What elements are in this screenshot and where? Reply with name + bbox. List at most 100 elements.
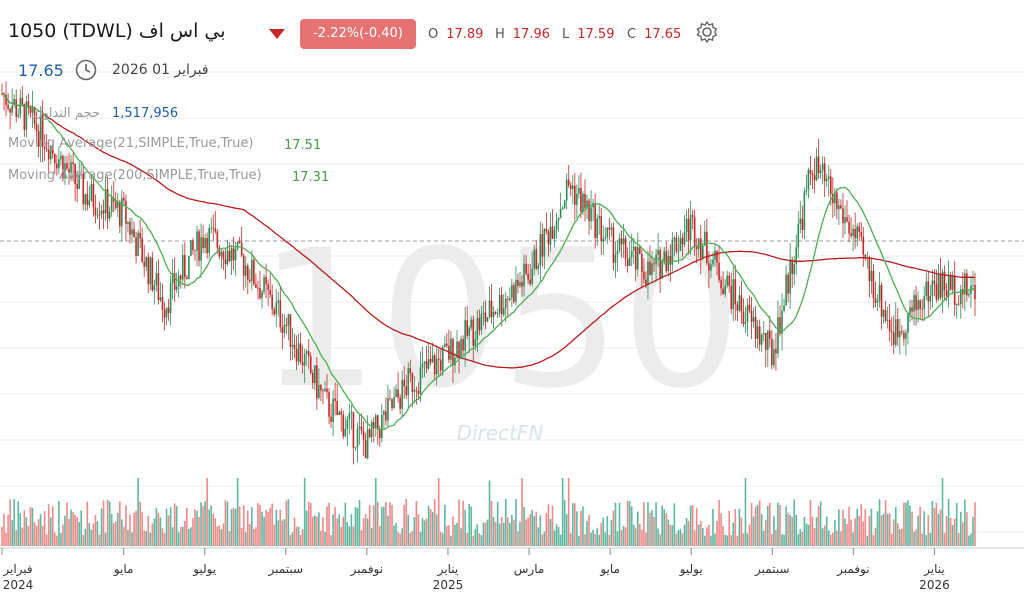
volume-bar xyxy=(342,516,345,546)
volume-bar xyxy=(68,518,70,546)
candle-body xyxy=(907,313,909,333)
volume-bar xyxy=(728,510,731,546)
volume-bar xyxy=(535,511,538,546)
candle-body xyxy=(318,384,320,399)
volume-bar xyxy=(354,506,357,546)
candle-body xyxy=(632,246,635,251)
volume-bar xyxy=(62,524,64,546)
gear-icon[interactable] xyxy=(695,20,719,44)
candle-body xyxy=(771,338,773,366)
candle-body xyxy=(838,205,840,210)
candle-body xyxy=(586,200,588,208)
candle-body xyxy=(829,176,832,195)
volume-bar xyxy=(805,523,808,546)
ohlc-high: H 17.96 xyxy=(495,27,550,42)
volume-bar xyxy=(318,512,320,546)
candle-body xyxy=(41,114,44,147)
candle-body xyxy=(894,319,897,345)
volume-bar xyxy=(149,532,152,546)
volume-bar xyxy=(232,507,235,546)
candle-body xyxy=(815,156,818,181)
candle-body xyxy=(348,413,351,420)
volume-bar xyxy=(888,513,891,546)
candle-body xyxy=(194,250,196,252)
volume-bar xyxy=(557,527,560,546)
volume-bar xyxy=(283,519,286,546)
candle-body xyxy=(600,216,603,242)
candle-body xyxy=(121,197,123,227)
candle-body xyxy=(783,305,785,311)
candle-body xyxy=(143,261,146,267)
candle-body xyxy=(291,344,294,347)
candle-body xyxy=(708,263,710,271)
volume-bar xyxy=(909,505,911,546)
candle-body xyxy=(533,249,536,269)
volume-bar xyxy=(84,528,87,546)
candle-body xyxy=(90,183,93,201)
down-triangle-icon[interactable] xyxy=(268,28,286,40)
candle-body xyxy=(131,229,133,235)
volume-bar xyxy=(795,514,798,546)
volume-bar xyxy=(628,501,631,546)
volume-bar xyxy=(645,532,647,546)
candle-body xyxy=(72,162,74,165)
candle-body xyxy=(322,390,324,392)
candle-body xyxy=(320,384,322,391)
volume-bar xyxy=(179,526,182,546)
candle-body xyxy=(51,145,54,154)
volume-bar xyxy=(413,517,416,546)
candle-body xyxy=(478,318,481,331)
volume-bar xyxy=(669,524,672,546)
volume-bar xyxy=(9,499,11,546)
candle-body xyxy=(389,398,391,399)
candle-body xyxy=(19,97,22,115)
candle-body xyxy=(171,273,174,283)
candle-body xyxy=(68,168,70,173)
volume-bar xyxy=(326,506,328,546)
candle-body xyxy=(817,156,820,174)
candle-body xyxy=(553,229,556,239)
volume-bar xyxy=(374,478,377,546)
candle-body xyxy=(285,324,288,326)
candle-body xyxy=(159,297,162,301)
clock-icon[interactable] xyxy=(74,58,98,82)
volume-bar xyxy=(281,520,284,546)
candle-body xyxy=(228,250,231,262)
candle-body xyxy=(671,239,674,265)
candle-body xyxy=(797,223,800,248)
volume-bar xyxy=(496,501,499,546)
volume-bar xyxy=(299,534,302,546)
candle-body xyxy=(574,185,576,205)
volume-bar xyxy=(683,524,686,546)
candle-body xyxy=(840,205,842,209)
volume-bar xyxy=(588,514,590,546)
candle-body xyxy=(809,169,812,174)
candle-body xyxy=(559,209,562,218)
candle-body xyxy=(974,284,976,300)
candle-body xyxy=(856,226,858,239)
candle-body xyxy=(955,303,958,305)
volume-bar xyxy=(234,508,237,546)
volume-bar xyxy=(161,528,164,546)
candle-body xyxy=(517,279,519,287)
candle-body xyxy=(813,175,816,181)
candle-body xyxy=(165,307,168,318)
volume-bar xyxy=(677,530,680,546)
volume-bar xyxy=(732,522,735,546)
volume-bar xyxy=(452,516,454,546)
candle-body xyxy=(47,149,50,160)
volume-bar xyxy=(620,529,623,546)
volume-bar xyxy=(783,534,785,546)
volume-bar xyxy=(328,502,330,546)
volume-bar xyxy=(458,499,460,546)
candle-body xyxy=(925,281,928,297)
candle-body xyxy=(413,389,416,392)
volume-bar xyxy=(482,522,485,546)
candle-body xyxy=(811,173,814,176)
candle-body xyxy=(519,282,521,287)
volume-bar xyxy=(502,522,505,546)
volume-bar xyxy=(653,517,655,546)
volume-bar xyxy=(263,516,265,546)
candle-body xyxy=(391,398,393,409)
